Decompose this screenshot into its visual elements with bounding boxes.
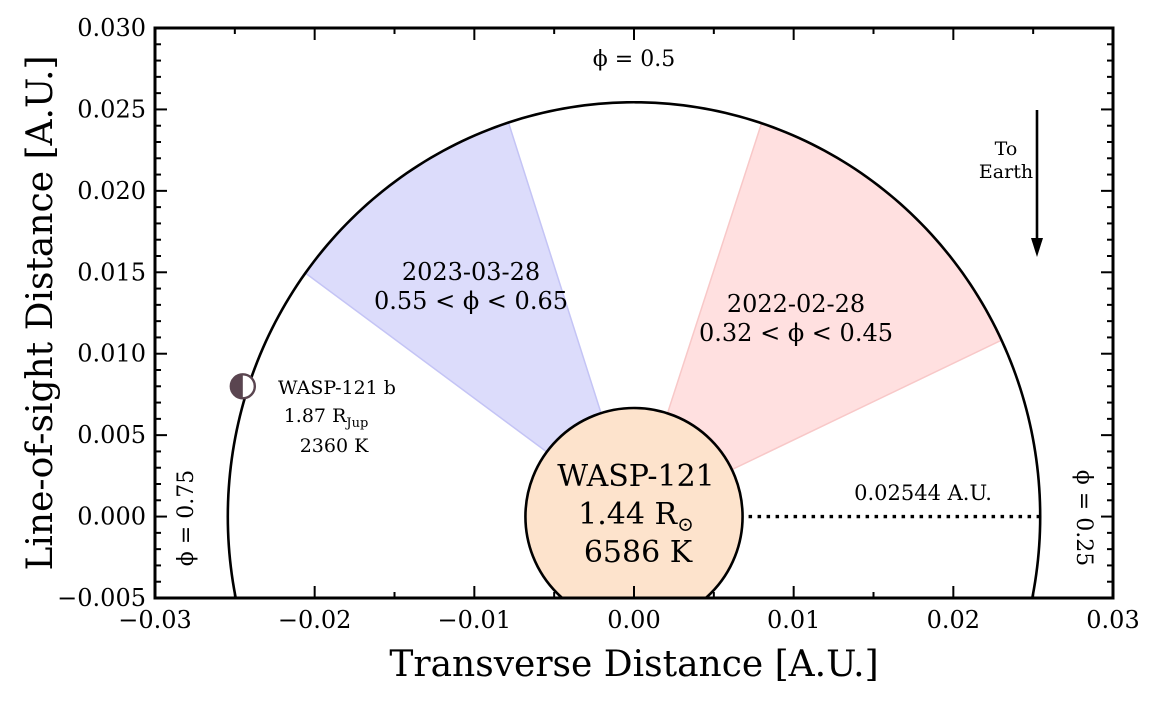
x-tick-label: 0.00 xyxy=(607,606,660,634)
x-tick-label: −0.02 xyxy=(278,606,352,634)
y-tick-label: 0.020 xyxy=(77,177,146,205)
planet-radius: 1.87 RJup xyxy=(284,405,369,431)
star-disk xyxy=(524,406,744,598)
earth-label-line1: To xyxy=(995,138,1018,160)
orbit-distance-label: 0.02544 A.U. xyxy=(854,481,992,505)
earth-label-line2: Earth xyxy=(979,161,1033,183)
star-name: WASP-121 xyxy=(557,459,715,494)
obs-phase-2022: 0.32 < ϕ < 0.45 xyxy=(699,319,893,347)
obs-date-2022: 2022-02-28 xyxy=(727,290,865,318)
phase-label-top: ϕ = 0.5 xyxy=(593,47,675,72)
planet-temperature: 2360 K xyxy=(300,435,369,457)
x-tick-label: 0.02 xyxy=(927,606,980,634)
planet-night-side xyxy=(230,374,243,399)
phase-label-left: ϕ = 0.75 xyxy=(174,470,199,566)
x-tick-label: 0.01 xyxy=(767,606,820,634)
y-tick-label: 0.005 xyxy=(77,421,146,449)
planet-marker xyxy=(229,373,257,400)
planet-name: WASP-121 b xyxy=(278,377,396,399)
y-tick-label: 0.030 xyxy=(77,14,146,42)
y-tick-label: 0.010 xyxy=(77,340,146,368)
y-tick-label: 0.000 xyxy=(77,503,146,531)
earth-arrow-head xyxy=(1031,238,1043,257)
obs-phase-2023: 0.55 < ϕ < 0.65 xyxy=(374,287,568,315)
obs-date-2023: 2023-03-28 xyxy=(402,258,540,286)
x-tick-label: 0.03 xyxy=(1086,606,1139,634)
star-radius: 1.44 R⊙ xyxy=(578,497,694,536)
y-tick-label: −0.005 xyxy=(57,584,146,612)
y-tick-label: 0.025 xyxy=(77,95,146,123)
x-tick-label: −0.03 xyxy=(118,606,192,634)
y-axis-title: Line-of-sight Distance [A.U.] xyxy=(20,56,61,571)
phase-label-right: ϕ = 0.25 xyxy=(1071,470,1096,566)
axis-ticks: −0.03 −0.02 −0.01 0.00 0.01 0.02 0.03 −0.005 0.0… xyxy=(57,14,1140,634)
y-tick-label: 0.015 xyxy=(77,258,146,286)
star-temperature: 6586 K xyxy=(584,535,693,570)
x-tick-label: −0.01 xyxy=(438,606,512,634)
x-axis-title: Transverse Distance [A.U.] xyxy=(389,644,878,685)
